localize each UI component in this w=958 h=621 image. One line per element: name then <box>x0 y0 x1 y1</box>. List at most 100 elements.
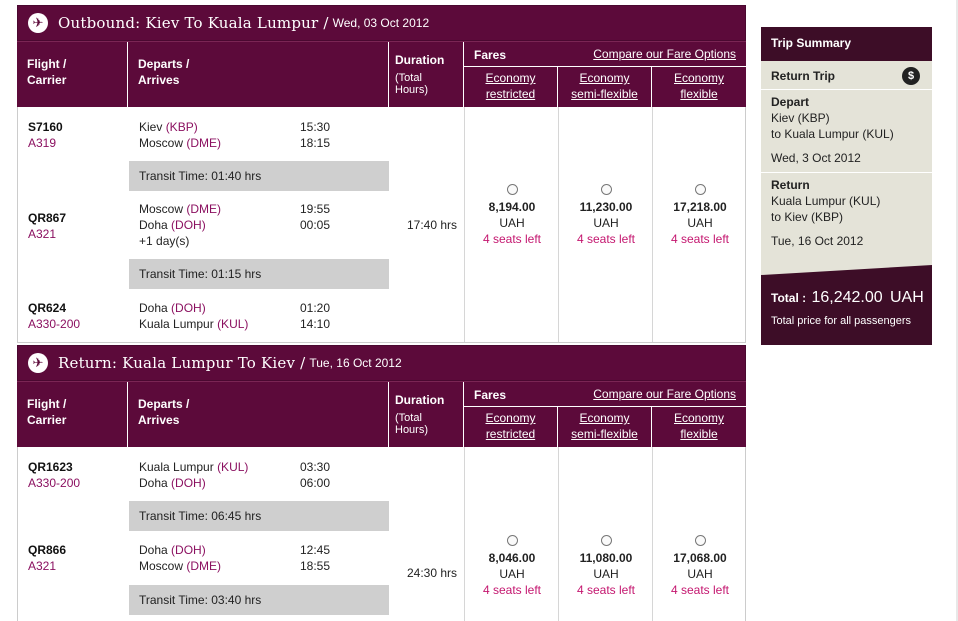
fare-option-economy-semi-flexible[interactable]: 11,080.00 UAH 4 seats left <box>559 535 653 598</box>
divider <box>558 107 559 342</box>
arrival-city: Moscow <box>139 559 184 573</box>
aircraft-type: A330-200 <box>28 476 81 490</box>
flight-carrier-header: Flight / Carrier <box>17 42 128 108</box>
departure-city: Doha <box>139 301 168 315</box>
fare-option-economy-flexible[interactable]: 17,218.00 UAH 4 seats left <box>653 184 747 247</box>
outbound-section: ✈ Outbound: Kiev To Kuala Lumpur / Wed, … <box>17 5 746 343</box>
aircraft-type: A330-200 <box>28 317 81 331</box>
depart-to: to Kuala Lumpur (KUL) <box>771 127 894 141</box>
total-label: Total : <box>771 291 807 305</box>
duration-header-label: Duration <box>395 393 445 407</box>
arrival-city: Kuala Lumpur <box>139 317 214 331</box>
economy-restricted-link[interactable]: Economy restricted <box>464 66 558 108</box>
airplane-icon: ✈ <box>28 13 48 33</box>
arrival-airport: Doha (DOH) <box>139 476 206 490</box>
seats-left: 4 seats left <box>576 232 636 246</box>
total-duration: 24:30 hrs <box>407 566 458 580</box>
depart-label: Depart <box>771 95 810 109</box>
aircraft-type: A319 <box>28 136 57 150</box>
fare-radio[interactable] <box>694 535 706 546</box>
arrival-city: Doha <box>139 218 168 232</box>
fare-currency: UAH <box>687 216 713 230</box>
depart-summary: Depart Kiev (KBP) to Kuala Lumpur (KUL) … <box>761 90 932 173</box>
economy-flexible-link[interactable]: Economy flexible <box>652 66 746 108</box>
departure-time: 19:55 <box>300 202 331 216</box>
flight-header-label: Flight / <box>27 57 67 71</box>
departure-time: 12:45 <box>300 543 331 557</box>
arrival-airport: Doha (DOH) <box>139 218 206 232</box>
fare-price: 17,068.00 <box>673 551 727 565</box>
outbound-column-header: Flight / Carrier Departs / Arrives Durat… <box>17 41 746 108</box>
total-note: Total price for all passengers <box>771 315 912 327</box>
economy-flexible-line2: flexible <box>680 87 718 101</box>
departure-time: 15:30 <box>300 120 331 134</box>
economy-restricted-line2: restricted <box>485 427 536 441</box>
day-offset: +1 day(s) <box>139 234 190 248</box>
economy-semi-line1: Economy <box>579 71 630 85</box>
fares-header-label: Fares <box>474 48 507 62</box>
economy-flexible-link[interactable]: Economy flexible <box>652 406 746 448</box>
flight-number: QR624 <box>28 301 67 315</box>
departs-header-label: Departs / <box>138 57 190 71</box>
fare-option-economy-restricted[interactable]: 8,046.00 UAH 4 seats left <box>465 535 559 598</box>
fare-radio[interactable] <box>506 535 518 546</box>
departs-arrives-header: Departs / Arrives <box>128 42 389 108</box>
economy-semi-line1: Economy <box>579 411 630 425</box>
economy-restricted-line1: Economy <box>485 71 536 85</box>
fare-radio[interactable] <box>506 184 518 195</box>
flight-number: QR1623 <box>28 460 73 474</box>
departure-airport: Moscow (DME) <box>139 202 221 216</box>
economy-restricted-line1: Economy <box>485 411 536 425</box>
dollar-icon[interactable]: $ <box>902 67 920 85</box>
departure-city: Moscow <box>139 202 184 216</box>
departure-city: Kuala Lumpur <box>139 460 214 474</box>
compare-fares-link[interactable]: Compare our Fare Options <box>593 47 736 61</box>
economy-restricted-line2: restricted <box>485 87 536 101</box>
economy-flexible-line2: flexible <box>680 427 718 441</box>
departure-airport: Doha (DOH) <box>139 543 206 557</box>
flight-number: QR866 <box>28 543 67 557</box>
fare-option-economy-semi-flexible[interactable]: 11,230.00 UAH 4 seats left <box>559 184 653 247</box>
return-date-summary: Tue, 16 Oct 2012 <box>771 234 864 248</box>
arrival-airport: Kuala Lumpur (KUL) <box>139 317 248 331</box>
fare-currency: UAH <box>499 567 525 581</box>
outbound-date: Wed, 03 Oct 2012 <box>332 16 430 30</box>
duration-header-label: Duration <box>395 53 445 67</box>
fare-price: 8,194.00 <box>488 200 536 214</box>
fare-radio[interactable] <box>600 535 612 546</box>
arrival-city: Moscow <box>139 136 184 150</box>
total-currency: UAH <box>889 289 924 306</box>
compare-fares-link[interactable]: Compare our Fare Options <box>593 387 736 401</box>
fare-currency: UAH <box>593 216 619 230</box>
flight-carrier-header: Flight / Carrier <box>17 382 128 448</box>
fare-option-economy-flexible[interactable]: 17,068.00 UAH 4 seats left <box>653 535 747 598</box>
transit-time: Transit Time: 03:40 hrs <box>129 585 389 615</box>
return-label: Return <box>771 178 810 192</box>
fare-price: 8,046.00 <box>488 551 536 565</box>
return-header: ✈ Return: Kuala Lumpur To Kiev / Tue, 16… <box>17 345 746 381</box>
arrival-time: 06:00 <box>300 476 331 490</box>
arrives-header-label: Arrives <box>138 413 180 427</box>
depart-date: Wed, 3 Oct 2012 <box>771 151 861 165</box>
seats-left: 4 seats left <box>482 583 542 597</box>
departure-code: (DME) <box>186 202 222 216</box>
fare-radio[interactable] <box>694 184 706 195</box>
seats-left: 4 seats left <box>670 232 730 246</box>
outbound-title: Outbound: Kiev To Kuala Lumpur / <box>58 14 329 32</box>
return-from: Kuala Lumpur (KUL) <box>771 194 881 208</box>
window-edge <box>956 0 958 621</box>
flight-header-label: Flight / <box>27 397 67 411</box>
economy-semi-flexible-link[interactable]: Economy semi-flexible <box>558 66 652 108</box>
departure-airport: Kiev (KBP) <box>139 120 198 134</box>
flight-number: S7160 <box>28 120 63 134</box>
departure-city: Kiev <box>139 120 163 134</box>
economy-semi-flexible-link[interactable]: Economy semi-flexible <box>558 406 652 448</box>
fares-header-label: Fares <box>474 388 507 402</box>
fare-radio[interactable] <box>600 184 612 195</box>
departure-code: (KUL) <box>217 460 249 474</box>
arrival-airport: Moscow (DME) <box>139 559 221 573</box>
return-to: to Kiev (KBP) <box>771 210 844 224</box>
fare-option-economy-restricted[interactable]: 8,194.00 UAH 4 seats left <box>465 184 559 247</box>
economy-restricted-link[interactable]: Economy restricted <box>464 406 558 448</box>
departure-airport: Doha (DOH) <box>139 301 206 315</box>
